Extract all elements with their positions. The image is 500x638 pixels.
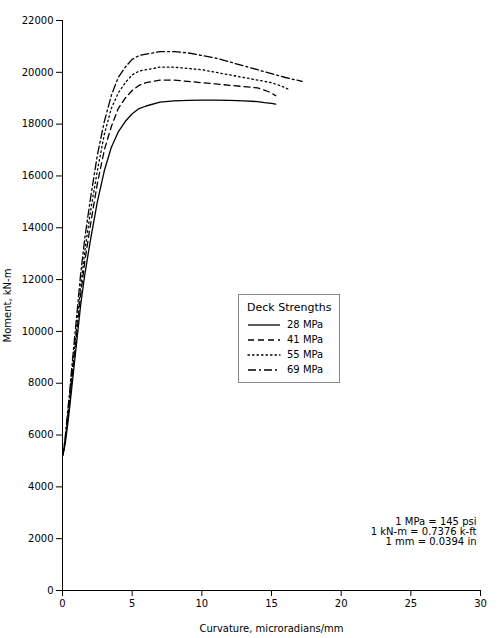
svg-text:Moment, kN-m: Moment, kN-m <box>2 269 13 343</box>
svg-text:10000: 10000 <box>22 326 54 337</box>
svg-text:0: 0 <box>59 598 65 609</box>
svg-text:5: 5 <box>129 598 135 609</box>
svg-text:25: 25 <box>404 598 417 609</box>
svg-text:12000: 12000 <box>22 274 54 285</box>
svg-text:22000: 22000 <box>22 15 54 26</box>
svg-text:15: 15 <box>265 598 278 609</box>
html-text:41 MPa: 41 MPa <box>287 334 324 345</box>
svg-text:30: 30 <box>474 598 487 609</box>
svg-text:18000: 18000 <box>22 118 54 129</box>
svg-text:16000: 16000 <box>22 170 54 181</box>
svg-text:20: 20 <box>335 598 348 609</box>
svg-text:8000: 8000 <box>28 377 53 388</box>
svg-text:Curvature, microradians/mm: Curvature, microradians/mm <box>199 623 343 634</box>
svg-text:0: 0 <box>47 585 53 596</box>
svg-text:6000: 6000 <box>28 429 53 440</box>
svg-text:14000: 14000 <box>22 222 54 233</box>
svg-text:2000: 2000 <box>28 533 53 544</box>
html-text:55 MPa: 55 MPa <box>287 349 324 360</box>
html-text:Deck Strengths: Deck Strengths <box>247 301 332 314</box>
svg-text:10: 10 <box>195 598 208 609</box>
html-text:28 MPa: 28 MPa <box>287 319 324 330</box>
svg-text:4000: 4000 <box>28 481 53 492</box>
svg-text:20000: 20000 <box>22 67 54 78</box>
html-text:69 MPa: 69 MPa <box>287 364 324 375</box>
svg-text:1 MPa = 145 psi1 kN-m = 0.7376: 1 MPa = 145 psi1 kN-m = 0.7376 k-ft1 mm … <box>371 516 477 547</box>
